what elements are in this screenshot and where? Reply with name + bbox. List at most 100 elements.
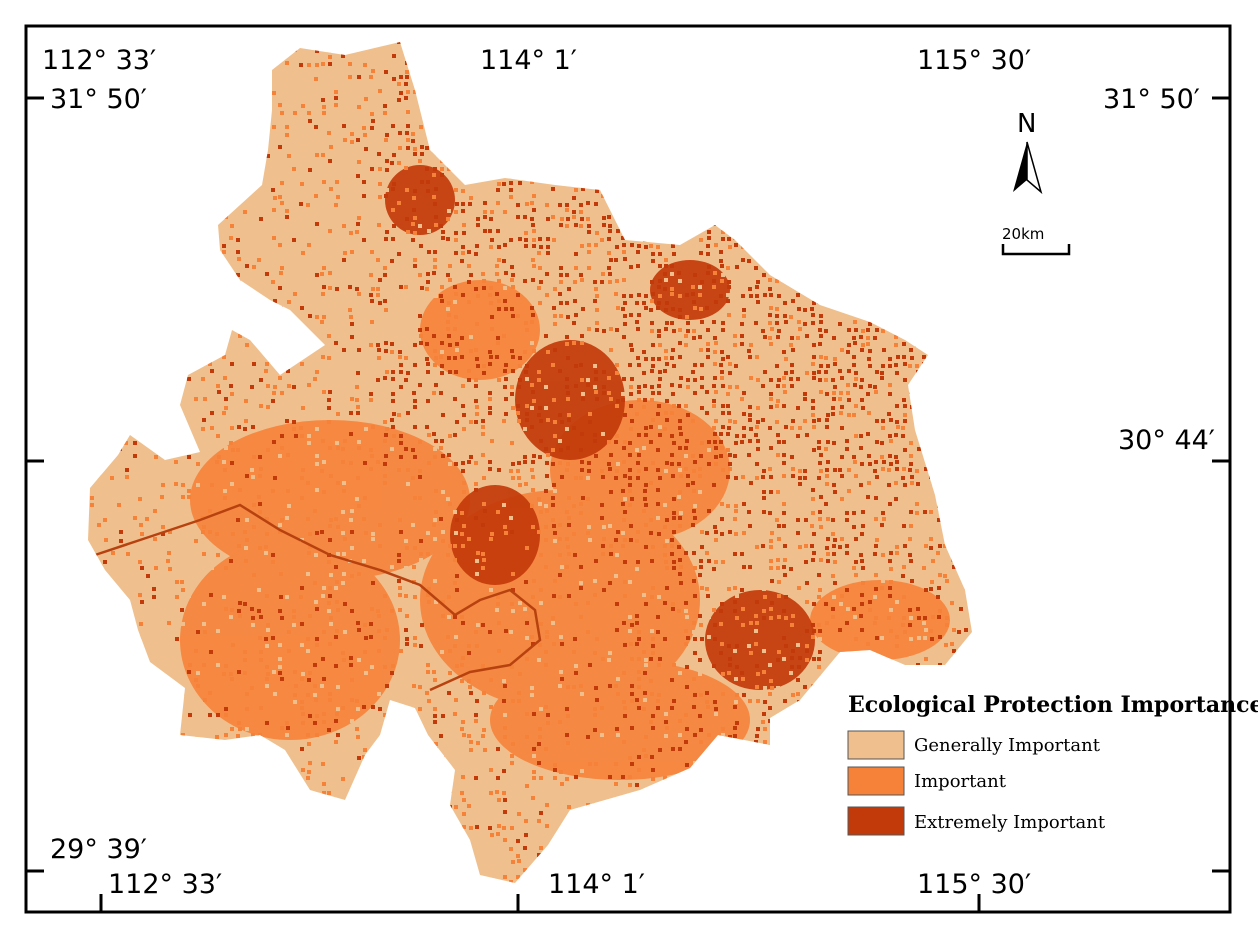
raster-cell bbox=[873, 315, 877, 319]
raster-cell bbox=[230, 392, 234, 396]
raster-cell bbox=[469, 455, 473, 459]
raster-cell bbox=[811, 313, 815, 317]
raster-cell bbox=[651, 216, 655, 220]
raster-cell bbox=[175, 580, 179, 584]
raster-cell bbox=[805, 334, 809, 338]
raster-cell bbox=[411, 139, 415, 143]
raster-cell bbox=[559, 301, 563, 305]
raster-cell bbox=[189, 579, 193, 583]
raster-cell bbox=[742, 502, 746, 506]
raster-cell bbox=[419, 334, 423, 338]
raster-cell bbox=[132, 370, 136, 374]
raster-cell bbox=[903, 544, 907, 548]
raster-cell bbox=[259, 706, 263, 710]
raster-cell bbox=[413, 595, 417, 599]
raster-cell bbox=[826, 364, 830, 368]
raster-cell bbox=[923, 677, 927, 681]
raster-cell bbox=[322, 111, 326, 115]
raster-cell bbox=[699, 251, 703, 255]
raster-cell bbox=[964, 551, 968, 555]
raster-cell bbox=[504, 412, 508, 416]
raster-cell bbox=[881, 160, 885, 164]
raster-cell bbox=[875, 167, 879, 171]
raster-cell bbox=[742, 75, 746, 79]
raster-cell bbox=[222, 355, 226, 359]
raster-cell bbox=[433, 455, 437, 459]
raster-cell bbox=[664, 356, 668, 360]
raster-cell bbox=[945, 476, 949, 480]
raster-cell bbox=[622, 140, 626, 144]
raster-cell bbox=[754, 433, 758, 437]
raster-cell bbox=[642, 446, 646, 450]
raster-cell bbox=[461, 251, 465, 255]
raster-cell bbox=[873, 621, 877, 625]
raster-cell bbox=[152, 432, 156, 436]
raster-cell bbox=[644, 545, 648, 549]
raster-cell bbox=[692, 110, 696, 114]
raster-cell bbox=[628, 489, 632, 493]
raster-cell bbox=[321, 153, 325, 157]
raster-cell bbox=[707, 265, 711, 269]
raster-cell bbox=[566, 138, 570, 142]
raster-cell bbox=[720, 517, 724, 521]
raster-cell bbox=[677, 545, 681, 549]
raster-cell bbox=[972, 525, 976, 529]
raster-cell bbox=[440, 439, 444, 443]
raster-cell bbox=[545, 89, 549, 93]
raster-cell bbox=[950, 516, 954, 520]
raster-cell bbox=[111, 593, 115, 597]
raster-cell bbox=[321, 594, 325, 598]
raster-cell bbox=[609, 187, 613, 191]
raster-cell bbox=[118, 209, 122, 213]
raster-cell bbox=[733, 49, 737, 53]
raster-cell bbox=[656, 699, 660, 703]
raster-cell bbox=[726, 266, 730, 270]
raster-cell bbox=[698, 573, 702, 577]
raster-cell bbox=[238, 334, 242, 338]
raster-cell bbox=[923, 404, 927, 408]
raster-cell bbox=[769, 378, 773, 382]
raster-cell bbox=[215, 740, 219, 744]
raster-cell bbox=[552, 306, 556, 310]
raster-cell bbox=[363, 363, 367, 367]
raster-cell bbox=[938, 635, 942, 639]
raster-cell bbox=[154, 195, 158, 199]
raster-cell bbox=[642, 371, 646, 375]
raster-cell bbox=[504, 397, 508, 401]
raster-cell bbox=[616, 530, 620, 534]
raster-cell bbox=[559, 314, 563, 318]
raster-cell bbox=[670, 678, 674, 682]
raster-cell bbox=[735, 369, 739, 373]
raster-cell bbox=[488, 229, 492, 233]
raster-cell bbox=[644, 426, 648, 430]
raster-cell bbox=[803, 392, 807, 396]
raster-cell bbox=[483, 126, 487, 130]
raster-cell bbox=[748, 699, 752, 703]
raster-cell bbox=[783, 89, 787, 93]
raster-cell bbox=[867, 48, 871, 52]
raster-cell bbox=[208, 691, 212, 695]
raster-cell bbox=[446, 327, 450, 331]
raster-cell bbox=[951, 558, 955, 562]
raster-cell bbox=[853, 49, 857, 53]
raster-cell bbox=[810, 336, 814, 340]
coord-bottom-right-lon: 115° 30′ bbox=[917, 869, 1031, 900]
raster-cell bbox=[483, 700, 487, 704]
raster-cell bbox=[635, 539, 639, 543]
raster-cell bbox=[847, 209, 851, 213]
raster-cell bbox=[572, 210, 576, 214]
raster-cell bbox=[110, 343, 114, 347]
raster-cell bbox=[852, 70, 856, 74]
raster-cell bbox=[938, 182, 942, 186]
raster-cell bbox=[272, 328, 276, 332]
raster-cell bbox=[845, 439, 849, 443]
raster-cell bbox=[145, 517, 149, 521]
raster-cell bbox=[364, 285, 368, 289]
raster-cell bbox=[574, 174, 578, 178]
raster-cell bbox=[964, 82, 968, 86]
raster-cell bbox=[216, 629, 220, 633]
raster-cell bbox=[902, 167, 906, 171]
raster-cell bbox=[223, 124, 227, 128]
raster-cell bbox=[168, 140, 172, 144]
raster-cell bbox=[789, 315, 793, 319]
